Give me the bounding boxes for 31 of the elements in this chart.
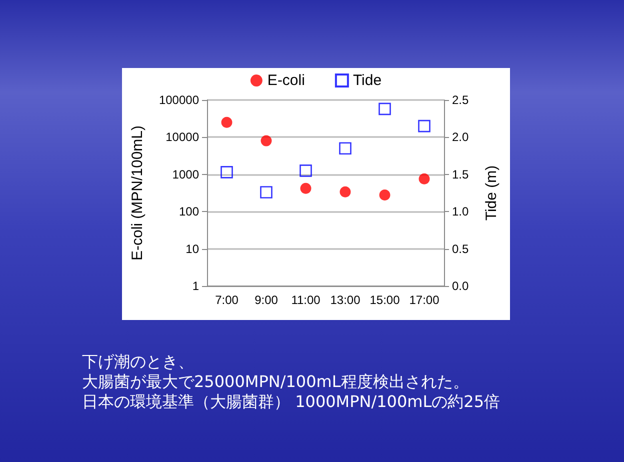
x-tick-label: 13:00 <box>330 293 361 307</box>
point <box>379 189 390 200</box>
point <box>260 135 272 146</box>
point <box>340 186 351 198</box>
y2-tick-label: 0.5 <box>452 242 470 256</box>
point <box>300 182 312 194</box>
y2-tick-label: 2.5 <box>452 93 470 107</box>
y2-axis-title: Tide (m) <box>483 165 500 221</box>
y2-tick-label: 1.0 <box>452 204 470 219</box>
y-tick-label: 10 <box>186 242 200 256</box>
y-tick-label: 1000 <box>172 167 200 182</box>
text: 大腸菌が最大で25000MPN/100mL程度検出された。 <box>82 372 470 392</box>
legend-label: E-coli <box>267 72 305 89</box>
y2-tick-label: 2.0 <box>452 130 470 144</box>
y-axis-title: E-coli (MPN/100mL) <box>129 125 146 261</box>
y2-tick-label: 1.5 <box>452 167 470 182</box>
text: 下げ潮のとき、 <box>82 352 195 372</box>
y-tick-label: 100000 <box>158 93 200 107</box>
legend-label: Tide <box>352 72 382 89</box>
y-tick-label: 100 <box>178 204 200 219</box>
y2-tick-label: 0.0 <box>452 279 470 293</box>
y-tick-label: 1 <box>192 279 200 293</box>
text: 日本の環境基準（大腸菌群） 1000MPN/100mLの約25倍 <box>82 392 500 412</box>
y-tick-label: 10000 <box>166 130 200 144</box>
x-tick-label: 7:00 <box>215 293 239 307</box>
point <box>221 116 232 128</box>
point <box>418 173 430 184</box>
x-tick-label: 9:00 <box>254 293 278 307</box>
x-tick-label: 17:00 <box>409 293 440 307</box>
x-tick-label: 11:00 <box>291 293 321 307</box>
x-tick-label: 15:00 <box>370 293 400 307</box>
